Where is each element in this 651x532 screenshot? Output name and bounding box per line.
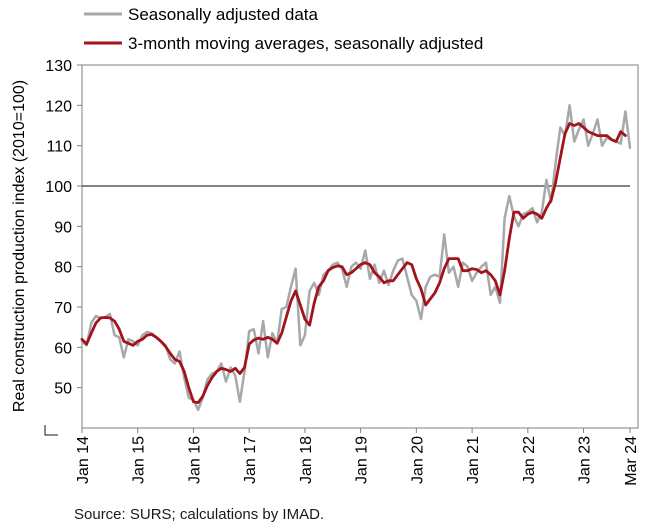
y-tick-label: 80 [54, 260, 72, 277]
series-layer [80, 104, 632, 412]
x-tick-label: Jan 17 [242, 436, 259, 484]
series-line-moving-average [80, 122, 627, 405]
y-tick-label: 60 [54, 340, 72, 357]
x-tick-label: Jan 18 [298, 436, 315, 484]
x-tick-label: Mar 24 [623, 436, 640, 486]
x-axis-ticks: Jan 14 Jan 15 Jan 16 Jan 17 Jan 18 Jan 19 Jan … [75, 428, 640, 486]
x-tick-label: Jan 22 [521, 436, 538, 484]
x-tick-label: Jan 20 [409, 436, 426, 484]
y-tick-label: 70 [54, 300, 72, 317]
x-tick-label: Jan 19 [354, 436, 371, 484]
y-tick-label: 50 [54, 381, 72, 398]
y-tick-label: 120 [45, 98, 72, 115]
legend-label-moving-average: 3-month moving averages, seasonally adju… [128, 34, 483, 53]
x-tick-label: Jan 21 [465, 436, 482, 484]
y-tick-label: 100 [45, 179, 72, 196]
x-tick-label: Jan 16 [186, 436, 203, 484]
y-axis-title: Real construction production index (2010… [11, 80, 28, 412]
source-note: Source: SURS; calculations by IMAD. [74, 506, 325, 523]
legend: Seasonally adjusted data 3-month moving … [84, 5, 483, 53]
plot-area [81, 64, 639, 429]
series-line-seasonally-adjusted [80, 104, 632, 412]
legend-label-seasonal: Seasonally adjusted data [128, 5, 319, 24]
y-tick-label: 130 [45, 58, 72, 75]
x-tick-label: Jan 23 [577, 436, 594, 484]
x-tick-label: Jan 14 [75, 436, 92, 484]
x-tick-label: Jan 15 [131, 436, 148, 484]
axis-break-mark [44, 425, 58, 436]
y-tick-label: 110 [46, 139, 72, 156]
y-axis-ticks: 50 60 70 80 90 100 110 120 130 [45, 58, 82, 398]
y-tick-label: 90 [54, 219, 72, 236]
